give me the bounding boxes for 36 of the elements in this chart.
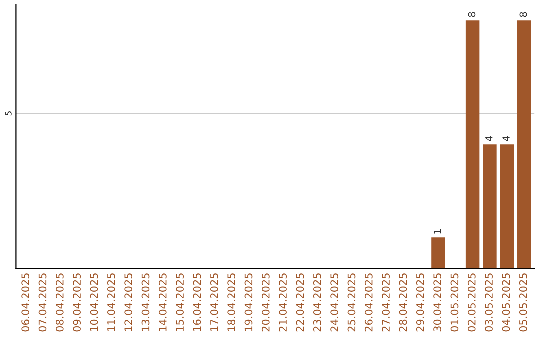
x-tick-label: 07.04.2025 <box>38 274 47 332</box>
x-tick-label: 03.05.2025 <box>485 274 493 332</box>
x-tick-label: 30.04.2025 <box>434 274 442 332</box>
data-label: 8 <box>468 12 476 18</box>
x-tick-label: 18.04.2025 <box>228 274 236 332</box>
x-tick-label: 25.04.2025 <box>348 274 356 332</box>
x-tick-label: 21.04.2025 <box>279 274 288 332</box>
x-tick-label: 06.04.2025 <box>22 274 30 332</box>
x-tick-label: 02.05.2025 <box>468 274 476 332</box>
data-label: 4 <box>486 136 493 142</box>
x-tick-label: 11.04.2025 <box>107 274 116 332</box>
x-tick-label: 23.04.2025 <box>313 274 322 332</box>
y-tick-label: 5 <box>6 112 12 116</box>
x-tick-label: 17.04.2025 <box>210 274 218 332</box>
x-tick-label: 09.04.2025 <box>73 274 82 332</box>
x-tick-label: 13.04.2025 <box>142 274 150 332</box>
x-tick-label: 20.04.2025 <box>262 274 270 332</box>
data-label: 8 <box>520 12 528 18</box>
x-tick-label: 05.05.2025 <box>519 274 528 332</box>
x-tick-label: 19.04.2025 <box>244 274 253 332</box>
x-tick-label: 24.04.2025 <box>330 274 338 332</box>
x-tick-label: 26.04.2025 <box>364 274 373 332</box>
x-tick-label: 01.05.2025 <box>450 274 459 332</box>
x-tick-label: 28.04.2025 <box>399 274 408 332</box>
x-tick-label: 27.04.2025 <box>382 274 390 332</box>
x-tick-label: 22.04.2025 <box>296 274 304 332</box>
x-tick-label: 10.04.2025 <box>90 274 98 332</box>
x-tick-label: 16.04.2025 <box>193 274 202 332</box>
data-label: 4 <box>502 136 510 142</box>
x-tick-label: 15.04.2025 <box>176 274 184 332</box>
data-label: 1 <box>434 230 442 234</box>
x-tick-label: 04.05.2025 <box>502 274 510 332</box>
x-tick-label: 29.04.2025 <box>416 274 424 332</box>
x-tick-label: 08.04.2025 <box>56 274 64 332</box>
x-tick-label: 12.04.2025 <box>124 274 133 332</box>
x-tick-label: 14.04.2025 <box>158 274 167 332</box>
